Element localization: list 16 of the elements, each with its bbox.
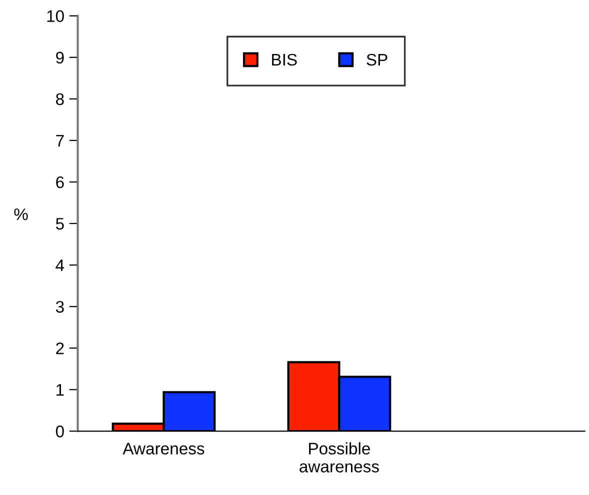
y-tick-label: 0 <box>56 426 64 438</box>
legend-label: BIS <box>272 54 297 66</box>
y-tick-label: 3 <box>56 300 64 313</box>
y-tick-label: 2 <box>56 342 64 354</box>
x-tick-label: Awareness <box>122 442 204 454</box>
y-tick-label: 4 <box>56 260 64 272</box>
x-tick-label: Possible awareness <box>300 442 379 472</box>
y-tick-label: 9 <box>56 52 64 64</box>
y-tick-label: 1 <box>56 384 64 396</box>
y-tick-label: 8 <box>56 93 64 106</box>
legend-label: SP <box>366 54 388 66</box>
y-tick-label: 7 <box>56 135 64 146</box>
y-tick-label: 10 <box>47 10 64 22</box>
y-axis-title: % <box>14 208 28 220</box>
y-tick-label: 5 <box>56 218 64 230</box>
y-tick-label: 6 <box>56 176 64 188</box>
